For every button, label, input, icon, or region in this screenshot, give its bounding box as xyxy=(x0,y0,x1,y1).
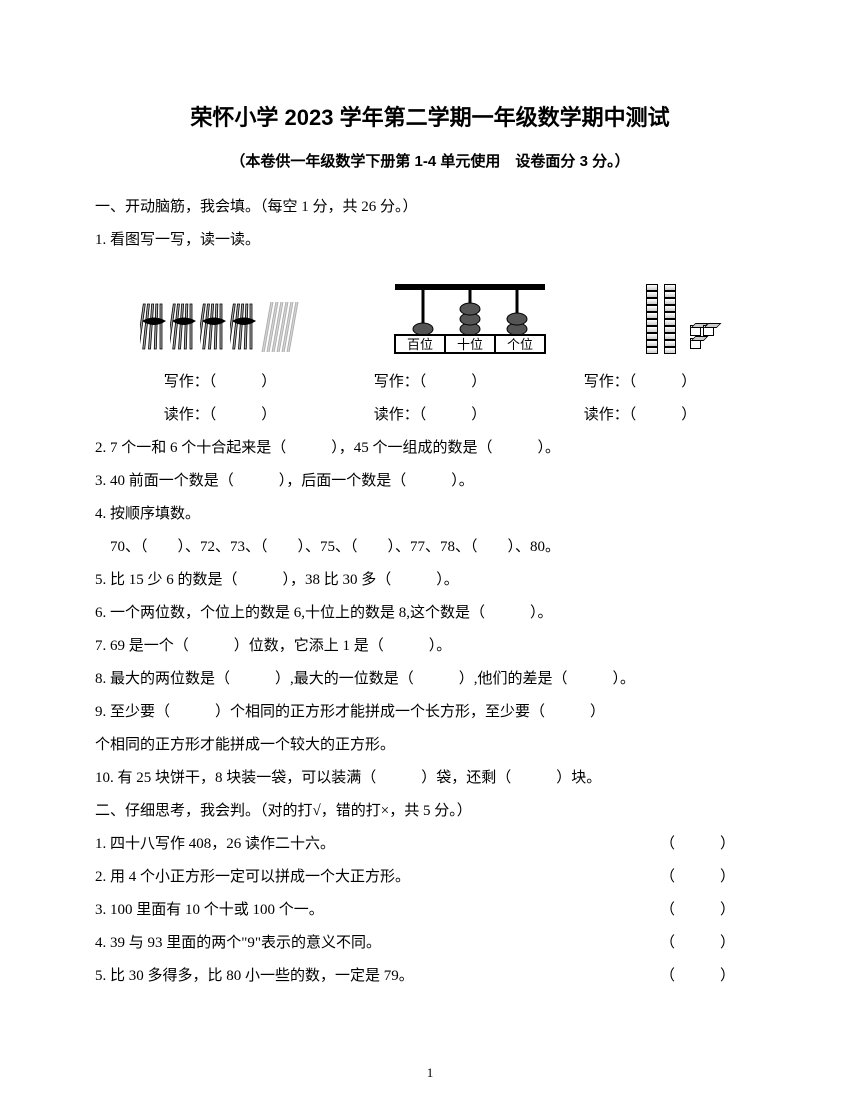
page-number: 1 xyxy=(427,1065,434,1081)
abacus-image: 百位 十位 个位 xyxy=(385,279,555,354)
judge2-bracket: （ ） xyxy=(660,861,735,894)
judge3-bracket: （ ） xyxy=(660,894,735,927)
q8: 8. 最大的两位数是（ ）,最大的一位数是（ ）,他们的差是（ ）。 xyxy=(95,663,765,696)
q5: 5. 比 15 少 6 的数是（ ），38 比 30 多（ ）。 xyxy=(95,564,765,597)
judge5: 5. 比 30 多得多，比 80 小一些的数，一定是 79。 （ ） xyxy=(95,960,765,993)
q7: 7. 69 是一个（ ）位数，它添上 1 是（ ）。 xyxy=(95,630,765,663)
blocks-image xyxy=(646,284,720,354)
q1: 1. 看图写一写，读一读。 xyxy=(95,224,765,257)
write3: 写作：（ ） xyxy=(584,366,697,399)
judge4: 4. 39 与 93 里面的两个"9"表示的意义不同。 （ ） xyxy=(95,927,765,960)
write-row: 写作：（ ） 写作：（ ） 写作：（ ） xyxy=(95,366,765,399)
write1: 写作：（ ） xyxy=(164,366,277,399)
judge5-text: 5. 比 30 多得多，比 80 小一些的数，一定是 79。 xyxy=(95,960,414,993)
read-row: 读作：（ ） 读作：（ ） 读作：（ ） xyxy=(95,399,765,432)
judge4-bracket: （ ） xyxy=(660,927,735,960)
q2: 2. 7 个一和 6 个十合起来是（ ），45 个一组成的数是（ ）。 xyxy=(95,432,765,465)
judge1: 1. 四十八写作 408，26 读作二十六。 （ ） xyxy=(95,828,765,861)
images-row: 百位 十位 个位 xyxy=(95,269,765,354)
judge5-bracket: （ ） xyxy=(660,960,735,993)
judge3-text: 3. 100 里面有 10 个十或 100 个一。 xyxy=(95,894,324,927)
sticks-image xyxy=(140,299,294,354)
q4: 4. 按顺序填数。 xyxy=(95,498,765,531)
judge1-text: 1. 四十八写作 408，26 读作二十六。 xyxy=(95,828,335,861)
page-title: 荣怀小学 2023 学年第二学期一年级数学期中测试 xyxy=(95,100,765,132)
read2: 读作：（ ） xyxy=(374,399,487,432)
q9-cont: 个相同的正方形才能拼成一个较大的正方形。 xyxy=(95,729,765,762)
q9: 9. 至少要（ ）个相同的正方形才能拼成一个长方形，至少要（ ） xyxy=(95,696,765,729)
q4-content: 70、（ ）、72、73、（ ）、75、（ ）、77、78、（ ）、80。 xyxy=(95,531,765,564)
q6: 6. 一个两位数，个位上的数是 6,十位上的数是 8,这个数是（ ）。 xyxy=(95,597,765,630)
judge3: 3. 100 里面有 10 个十或 100 个一。 （ ） xyxy=(95,894,765,927)
read3: 读作：（ ） xyxy=(584,399,697,432)
abacus-ten-label: 十位 xyxy=(457,337,483,352)
judge2: 2. 用 4 个小正方形一定可以拼成一个大正方形。 （ ） xyxy=(95,861,765,894)
section2-header: 二、仔细思考，我会判。（对的打√，错的打×，共 5 分。） xyxy=(95,795,765,828)
write2: 写作：（ ） xyxy=(374,366,487,399)
section1-header: 一、开动脑筋，我会填。（每空 1 分，共 26 分。） xyxy=(95,191,765,224)
judge2-text: 2. 用 4 个小正方形一定可以拼成一个大正方形。 xyxy=(95,861,410,894)
abacus-hundred-label: 百位 xyxy=(407,337,433,352)
q3: 3. 40 前面一个数是（ ），后面一个数是（ ）。 xyxy=(95,465,765,498)
judge1-bracket: （ ） xyxy=(660,828,735,861)
judge4-text: 4. 39 与 93 里面的两个"9"表示的意义不同。 xyxy=(95,927,381,960)
abacus-one-label: 个位 xyxy=(507,337,533,352)
read1: 读作：（ ） xyxy=(164,399,277,432)
q10: 10. 有 25 块饼干，8 块装一袋，可以装满（ ）袋，还剩（ ）块。 xyxy=(95,762,765,795)
page-subtitle: （本卷供一年级数学下册第 1-4 单元使用 设卷面分 3 分。） xyxy=(95,150,765,171)
